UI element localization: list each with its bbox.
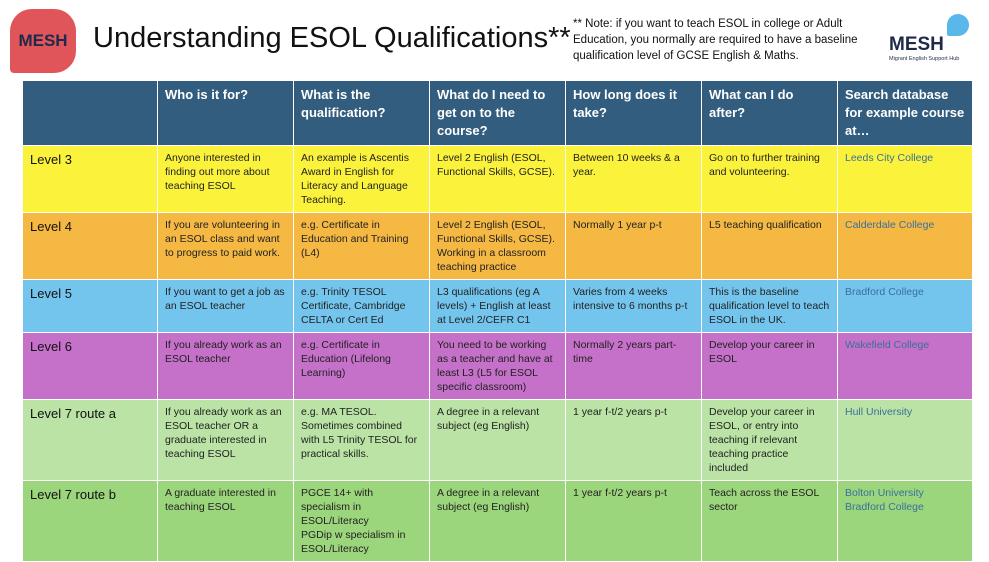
- level-cell: Level 7 route a: [22, 399, 158, 481]
- right-logo: MESH Migrant English Support Hub: [889, 14, 979, 64]
- column-header: How long does it take?: [565, 80, 702, 146]
- table-cell: 1 year f-t/2 years p-t: [565, 399, 702, 481]
- table-cell: A degree in a relevant subject (eg Engli…: [429, 399, 566, 481]
- table-cell: Teach across the ESOL sector: [701, 480, 838, 562]
- table-cell: Develop your career in ESOL: [701, 332, 838, 400]
- course-link[interactable]: Calderdale College: [837, 212, 973, 280]
- table-cell: e.g. Certificate in Education and Traini…: [293, 212, 430, 280]
- column-header: Who is it for?: [157, 80, 294, 146]
- table-cell: Varies from 4 weeks intensive to 6 month…: [565, 279, 702, 333]
- column-header: [22, 80, 158, 146]
- level-cell: Level 7 route b: [22, 480, 158, 562]
- table-cell: L3 qualifications (eg A levels) + Englis…: [429, 279, 566, 333]
- header-row: Who is it for? What is the qualification?…: [22, 80, 973, 146]
- level-cell: Level 5: [22, 279, 158, 333]
- table-cell: 1 year f-t/2 years p-t: [565, 480, 702, 562]
- logo: MESH: [10, 9, 76, 73]
- note: ** Note: if you want to teach ESOL in co…: [573, 18, 858, 62]
- column-header: Search database for example course at…: [837, 80, 973, 146]
- title: Understanding ESOL Qualifications**: [93, 22, 571, 54]
- logo-bubble: [947, 14, 969, 36]
- qualifications-table: Who is it for? What is the qualification?…: [22, 80, 973, 562]
- table-cell: Go on to further training and volunteeri…: [701, 145, 838, 213]
- column-header: What can I do after?: [701, 80, 838, 146]
- table-cell: Normally 1 year p-t: [565, 212, 702, 280]
- table-cell: L5 teaching qualification: [701, 212, 838, 280]
- table-cell: Level 2 English (ESOL, Functional Skills…: [429, 145, 566, 213]
- table-cell: If you are volunteering in an ESOL class…: [157, 212, 294, 280]
- table-cell: Normally 2 years part-time: [565, 332, 702, 400]
- table-row: Level 6 If you already work as an ESOL te…: [22, 332, 973, 400]
- table-cell: Level 2 English (ESOL, Functional Skills…: [429, 212, 566, 280]
- table-cell: An example is Ascentis Award in English …: [293, 145, 430, 213]
- table-row: Level 5 If you want to get a job as an ES…: [22, 279, 973, 333]
- table-cell: If you want to get a job as an ESOL teac…: [157, 279, 294, 333]
- level-cell: Level 4: [22, 212, 158, 280]
- table-row: Level 7 route a If you already work as an…: [22, 399, 973, 481]
- course-link[interactable]: Bolton University Bradford College: [837, 480, 973, 562]
- column-header: What do I need to get on to the course?: [429, 80, 566, 146]
- table-cell: e.g. MA TESOL. Sometimes combined with L…: [293, 399, 430, 481]
- table-cell: If you already work as an ESOL teacher: [157, 332, 294, 400]
- table-cell: You need to be working as a teacher and …: [429, 332, 566, 400]
- table-cell: e.g. Trinity TESOL Certificate, Cambridg…: [293, 279, 430, 333]
- table-row: Level 4 If you are volunteering in an ESO…: [22, 212, 973, 280]
- course-link[interactable]: Leeds City College: [837, 145, 973, 213]
- table-cell: Between 10 weeks & a year.: [565, 145, 702, 213]
- table-cell: e.g. Certificate in Education (Lifelong …: [293, 332, 430, 400]
- table-cell: A graduate interested in teaching ESOL: [157, 480, 294, 562]
- course-link[interactable]: Bradford College: [837, 279, 973, 333]
- page: {"header": {"logo": "MESH", "title": "Un…: [10, 9, 979, 562]
- table-row: Level 3 Anyone interested in finding out …: [22, 145, 973, 213]
- table-cell: PGCE 14+ with specialism in ESOL/Literac…: [293, 480, 430, 562]
- course-link[interactable]: Hull University: [837, 399, 973, 481]
- column-header: What is the qualification?: [293, 80, 430, 146]
- level-cell: Level 3: [22, 145, 158, 213]
- table-cell: Develop your career in ESOL, or entry in…: [701, 399, 838, 481]
- table-cell: If you already work as an ESOL teacher O…: [157, 399, 294, 481]
- course-link[interactable]: Wakefield College: [837, 332, 973, 400]
- logo-subtitle: Migrant English Support Hub: [889, 56, 960, 62]
- logo-name: MESH: [889, 34, 944, 55]
- table-cell: This is the baseline qualification level…: [701, 279, 838, 333]
- table-cell: Anyone interested in finding out more ab…: [157, 145, 294, 213]
- level-cell: Level 6: [22, 332, 158, 400]
- table-cell: A degree in a relevant subject (eg Engli…: [429, 480, 566, 562]
